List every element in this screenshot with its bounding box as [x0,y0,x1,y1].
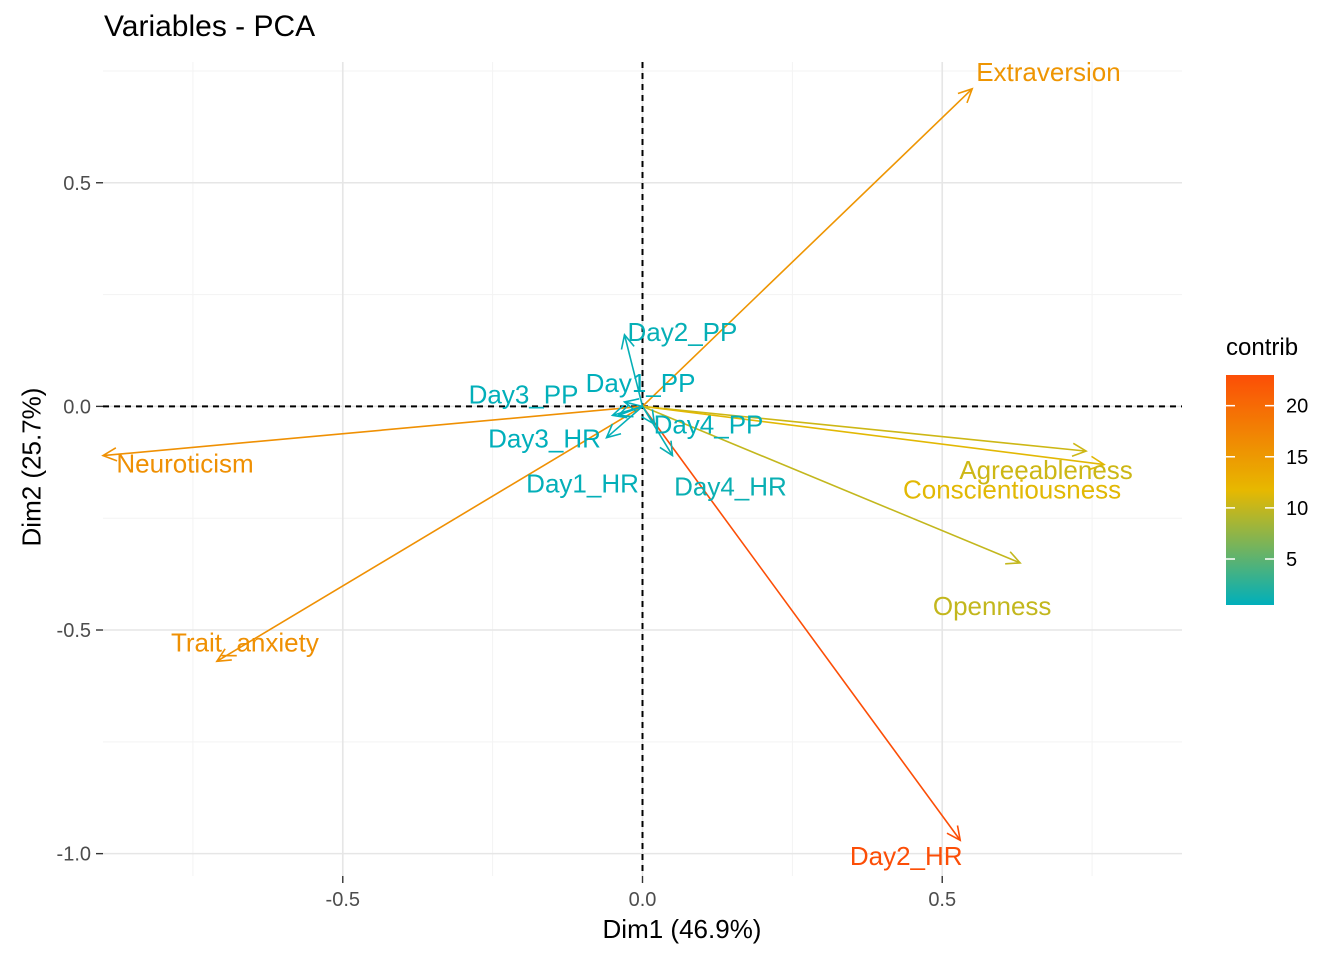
arrow-neuroticism [102,405,643,457]
arrowhead-agreeableness [1071,442,1088,457]
arrowhead-day1-pp [622,398,640,413]
x-tick-label: -0.5 [326,889,360,911]
arrowhead-neuroticism [101,447,118,462]
chart-title: Variables - PCA [104,10,316,43]
arrowhead-extraversion [957,87,974,104]
label-day2-hr: Day2_HR [850,841,963,871]
legend-tick-label: 5 [1286,549,1297,571]
arrowhead-openness [1005,551,1022,565]
legend-title: contrib [1226,334,1299,361]
arrowhead-day4-pp [641,409,656,426]
label-day1-pp: Day1_PP [586,368,696,398]
label-neuroticism: Neuroticism [116,449,253,479]
y-tick-label: -0.5 [57,620,91,642]
legend-tick-label: 20 [1286,396,1308,418]
arrowhead-day3-pp [610,404,628,419]
arrow-extraversion [641,88,973,407]
y-axis-ticks: -1.0 -0.5 0.0 0.5 [57,173,103,866]
arrow-day3-hr [618,405,643,417]
arrow-conscientiousness [642,405,1105,466]
y-tick-label: 0.0 [63,396,91,418]
x-axis-ticks: -0.5 0.0 0.5 [326,876,956,911]
x-tick-label: 0.5 [928,889,956,911]
label-day1-hr: Day1_HR [526,469,639,499]
y-axis-label: Dim2 (25.7%) [16,387,47,547]
arrowhead-day2-pp [620,333,635,350]
arrow-day2-pp [623,334,644,407]
contrib-legend: 5 10 15 20 [1226,375,1308,605]
x-tick-label: 0.0 [629,889,657,911]
arrowhead-day4-hr [659,440,674,458]
label-day3-pp: Day3_PP [469,379,579,409]
arrow-day4-hr [641,405,674,456]
label-trait-anxiety: Trait_anxiety [171,627,319,657]
legend-tick-label: 10 [1286,498,1308,520]
label-conscientiousness: Conscientiousness [903,475,1121,505]
label-day2-pp: Day2_PP [628,317,738,347]
label-day4-hr: Day4_HR [674,472,787,502]
variable-arrows [101,87,1106,842]
x-axis-label: Dim1 (46.9%) [602,914,762,944]
legend-colorbar [1226,375,1274,605]
arrowhead-day3-hr [616,403,634,418]
arrow-day2-hr [641,405,961,841]
y-tick-label: 0.5 [63,173,91,195]
arrow-trait-anxiety [216,405,643,663]
label-agreeableness: Agreeableness [959,455,1132,485]
label-extraversion: Extraversion [976,57,1121,87]
label-openness: Openness [933,591,1052,621]
arrowhead-conscientiousness [1089,455,1106,471]
y-tick-label: -1.0 [57,844,91,866]
arrow-openness [642,405,1021,564]
arrowhead-day1-hr [605,423,622,439]
label-day4-pp: Day4_PP [654,409,764,439]
label-day3-hr: Day3_HR [488,423,601,453]
legend-tick-label: 15 [1286,447,1308,469]
arrow-day1-pp [624,401,643,408]
arrow-agreeableness [642,405,1087,452]
arrowhead-trait-anxiety [215,648,232,663]
variable-labels: Extraversion AgreeablenessConscientiousne… [116,57,1132,871]
arrowhead-day2-hr [946,825,962,842]
arrow-day1-hr [606,405,644,439]
